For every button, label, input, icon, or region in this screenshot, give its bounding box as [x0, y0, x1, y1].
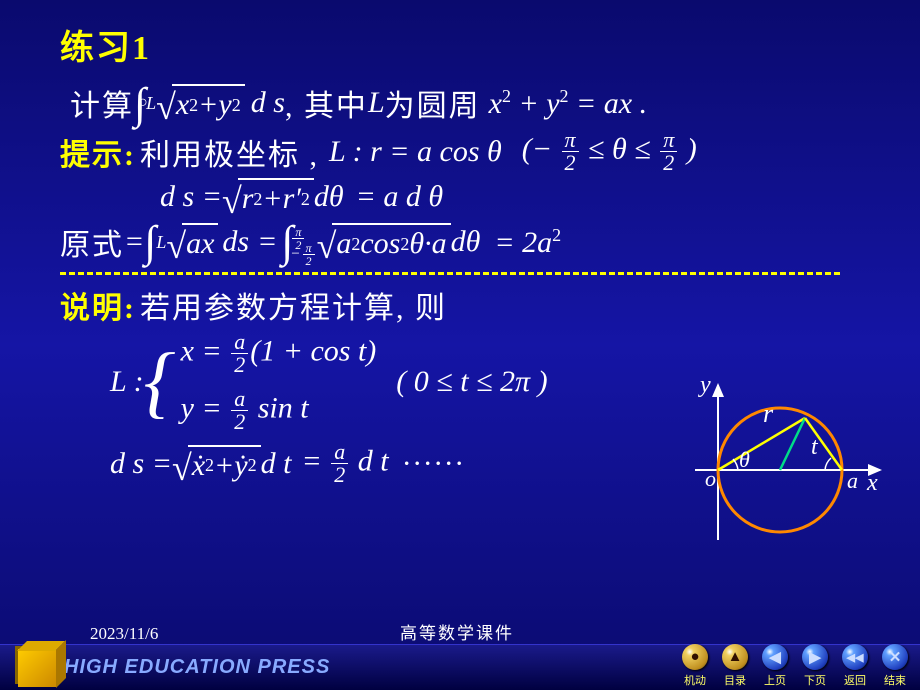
hint-line: 提示: 利用极坐标 , L : r = a cos θ (− π2 ≤ θ ≤ … — [60, 129, 890, 174]
separator — [60, 272, 840, 275]
sqrt-x2y2: √x2 + y2 — [156, 84, 245, 122]
result-line: 原式 = ∫L √ax ds = ∫ π2 −π2 √a2 cos2 θ · a… — [60, 220, 890, 264]
nav-prev[interactable]: ◀上页 — [762, 644, 788, 688]
footer-bar: HIGH EDUCATION PRESS ●机动 ▲目录 ◀上页 ▶下页 ◀◀返… — [0, 644, 920, 690]
nav-next[interactable]: ▶下页 — [802, 644, 828, 688]
nav-end[interactable]: ✕结束 — [882, 644, 908, 688]
final-result: = 2a2 — [494, 225, 561, 260]
hint-label: 提示: — [60, 130, 136, 174]
publisher-logo: HIGH EDUCATION PRESS — [18, 649, 330, 687]
svg-text:y: y — [698, 372, 711, 398]
slide-date: 2023/11/6 — [90, 624, 158, 644]
ds-line: d s = √r2 + r′2 dθ = a d θ — [160, 178, 890, 216]
exercise-title: 练习1 — [60, 20, 890, 69]
slide-subtitle: 高等数学课件 — [400, 619, 514, 644]
svg-text:a: a — [847, 468, 858, 493]
svg-text:r: r — [763, 399, 774, 428]
svg-text:θ: θ — [739, 447, 750, 472]
nav-buttons: ●机动 ▲目录 ◀上页 ▶下页 ◀◀返回 ✕结束 — [682, 644, 908, 688]
nav-back[interactable]: ◀◀返回 — [842, 644, 868, 688]
oint-symbol: ∫○ — [134, 85, 146, 122]
nav-motion[interactable]: ●机动 — [682, 644, 708, 688]
svg-text:x: x — [866, 470, 878, 496]
polar-eqn: L : r = a cos θ — [329, 135, 502, 169]
brand-text: HIGH EDUCATION PRESS — [64, 656, 330, 679]
logo-cube-icon — [18, 649, 56, 687]
svg-text:o: o — [705, 466, 716, 491]
problem-line: 计算 ∫○ L √x2 + y2 d s , 其中 L 为圆周 x2 + y2 … — [70, 81, 890, 125]
circle-diagram: o x y a r t θ — [635, 370, 885, 570]
calc-label: 计算 — [70, 81, 134, 125]
nav-toc[interactable]: ▲目录 — [722, 644, 748, 688]
note-line: 说明: 若用参数方程计算, 则 — [60, 283, 890, 327]
